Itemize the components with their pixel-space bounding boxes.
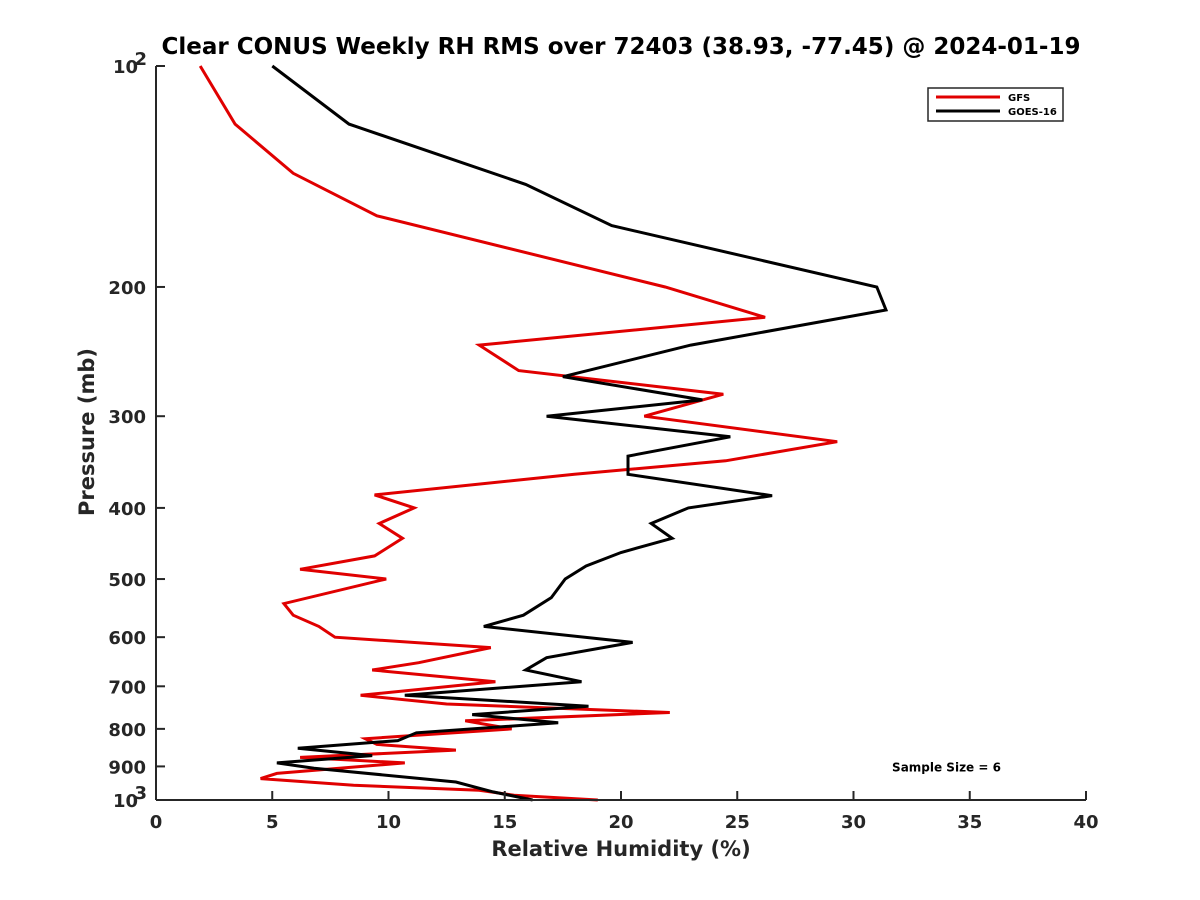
x-axis-label: Relative Humidity (%) bbox=[491, 837, 750, 861]
x-tick-label: 35 bbox=[957, 812, 982, 833]
legend-label: GOES-16 bbox=[1008, 107, 1057, 118]
x-tick-label: 40 bbox=[1073, 812, 1098, 833]
series-line-goes-16 bbox=[271, 64, 889, 802]
y-tick-label: 10 bbox=[113, 57, 138, 78]
y-axis-label: Pressure (mb) bbox=[75, 348, 99, 516]
y-tick-exponent: 3 bbox=[134, 783, 147, 804]
y-tick-label: 500 bbox=[108, 570, 146, 591]
plot-area: 0 5 10 15 20 25 30 35 40 10220030040050060070080… bbox=[108, 49, 1098, 833]
x-tick-label: 20 bbox=[608, 812, 633, 833]
x-axis-ticks: 0 5 10 15 20 25 30 35 40 bbox=[150, 791, 1099, 833]
y-tick-label: 900 bbox=[108, 757, 146, 778]
x-tick-label: 25 bbox=[725, 812, 750, 833]
y-tick-label: 10 bbox=[113, 791, 138, 812]
series-line-gfs bbox=[198, 65, 838, 802]
x-tick-label: 15 bbox=[492, 812, 517, 833]
x-tick-label: 5 bbox=[266, 812, 279, 833]
sample-size-annotation: Sample Size = 6 bbox=[892, 760, 1001, 774]
legend-box bbox=[927, 87, 1064, 122]
y-tick-label: 800 bbox=[108, 720, 146, 741]
y-tick-label: 600 bbox=[108, 628, 146, 649]
series-lines bbox=[198, 64, 889, 802]
legend-label: GFS bbox=[1008, 93, 1030, 104]
y-tick-exponent: 2 bbox=[134, 49, 147, 70]
legend: GFS GOES-16 bbox=[927, 87, 1064, 122]
x-tick-label: 10 bbox=[376, 812, 401, 833]
y-tick-label: 700 bbox=[108, 677, 146, 698]
y-tick-label: 200 bbox=[108, 278, 146, 299]
chart-title: Clear CONUS Weekly RH RMS over 72403 (38… bbox=[162, 34, 1081, 60]
x-tick-label: 30 bbox=[841, 812, 866, 833]
y-tick-label: 400 bbox=[108, 499, 146, 520]
annotations: Sample Size = 6 bbox=[892, 760, 1001, 774]
y-tick-label: 300 bbox=[108, 407, 146, 428]
x-tick-label: 0 bbox=[150, 812, 163, 833]
